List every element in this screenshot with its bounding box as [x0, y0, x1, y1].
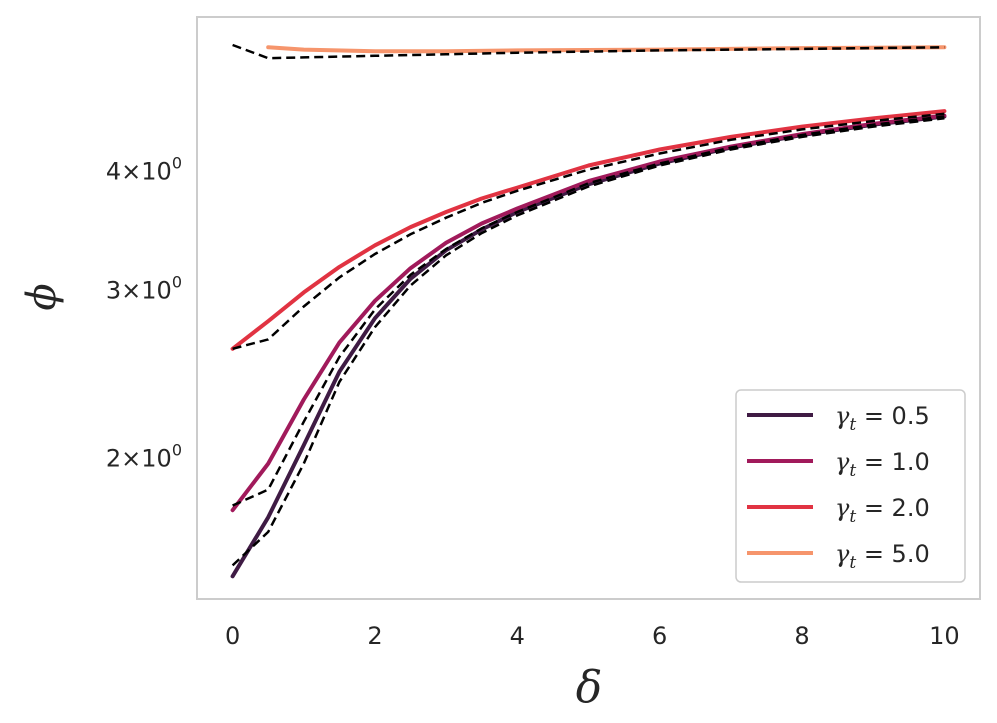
x-tick-label-3: 6: [652, 622, 667, 650]
fit-lines: [231, 43, 945, 567]
legend-box: [735, 389, 966, 583]
x-tick-label-2: 4: [510, 622, 525, 650]
fit-line-3: [232, 43, 945, 60]
fit-line-0: [231, 117, 945, 567]
x-tick-label-4: 8: [794, 622, 809, 650]
y-tick-label-0: 2×100: [106, 440, 182, 472]
legend-label-3: γt = 5.0: [835, 540, 930, 573]
x-ticks: 0 2 4 6 8 10: [225, 622, 960, 650]
legend-label-1: γt = 1.0: [835, 448, 930, 481]
series-line-2: [230, 109, 947, 351]
y-tick-label-2: 4×100: [106, 154, 182, 186]
y-axis-label: ϕ: [19, 283, 65, 310]
x-tick-label-0: 0: [225, 622, 240, 650]
x-tick-label-1: 2: [367, 622, 382, 650]
legend-items: γt = 0.5 γt = 1.0 γt = 2.0 γt = 5.0: [747, 402, 930, 573]
y-tick-label-1: 3×100: [106, 273, 182, 305]
legend-label-2: γt = 2.0: [835, 494, 930, 527]
legend: γt = 0.5 γt = 1.0 γt = 2.0 γt = 5.0: [735, 389, 966, 583]
fit-line-2: [232, 112, 945, 351]
fit-line-1: [232, 115, 945, 507]
x-tick-label-5: 10: [929, 622, 960, 650]
legend-label-0: γt = 0.5: [835, 402, 930, 435]
x-axis-label: δ: [576, 662, 603, 713]
y-ticks: 2×100 3×100 4×100: [106, 154, 182, 473]
